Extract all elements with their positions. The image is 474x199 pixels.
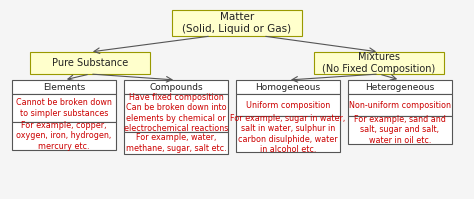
Text: Heterogeneous: Heterogeneous	[365, 83, 435, 92]
Text: For example, sugar in water,
salt in water, sulphur in
carbon disulphide, water
: For example, sugar in water, salt in wat…	[230, 114, 346, 154]
FancyBboxPatch shape	[236, 94, 340, 116]
Text: For example, water,
methane, sugar, salt etc.: For example, water, methane, sugar, salt…	[126, 133, 226, 153]
Text: Matter
(Solid, Liquid or Gas): Matter (Solid, Liquid or Gas)	[182, 12, 292, 34]
Text: For example, copper,
oxygen, iron, hydrogen,
mercury etc.: For example, copper, oxygen, iron, hydro…	[17, 121, 111, 151]
FancyBboxPatch shape	[236, 116, 340, 152]
FancyBboxPatch shape	[348, 116, 452, 144]
Text: Elements: Elements	[43, 83, 85, 92]
Text: Non-uniform composition: Non-uniform composition	[349, 100, 451, 109]
FancyBboxPatch shape	[12, 122, 116, 150]
FancyBboxPatch shape	[30, 52, 150, 74]
FancyBboxPatch shape	[314, 52, 444, 74]
FancyBboxPatch shape	[124, 94, 228, 132]
Text: For example, sand and
salt, sugar and salt,
water in oil etc.: For example, sand and salt, sugar and sa…	[354, 115, 446, 145]
FancyBboxPatch shape	[348, 94, 452, 116]
Text: Cannot be broken down
to simpler substances: Cannot be broken down to simpler substan…	[16, 98, 112, 118]
FancyBboxPatch shape	[172, 10, 302, 36]
FancyBboxPatch shape	[124, 132, 228, 154]
FancyBboxPatch shape	[12, 94, 116, 122]
FancyBboxPatch shape	[12, 80, 116, 94]
Text: Homogeneous: Homogeneous	[255, 83, 320, 92]
Text: Uniform composition: Uniform composition	[246, 100, 330, 109]
Text: Mixtures
(No Fixed Composition): Mixtures (No Fixed Composition)	[322, 52, 436, 74]
Text: Compounds: Compounds	[149, 83, 203, 92]
Text: Pure Substance: Pure Substance	[52, 58, 128, 68]
FancyBboxPatch shape	[348, 80, 452, 94]
FancyBboxPatch shape	[236, 80, 340, 94]
Text: Have fixed composition
Can be broken down into
elements by chemical or
electroch: Have fixed composition Can be broken dow…	[124, 93, 228, 133]
FancyBboxPatch shape	[124, 80, 228, 94]
